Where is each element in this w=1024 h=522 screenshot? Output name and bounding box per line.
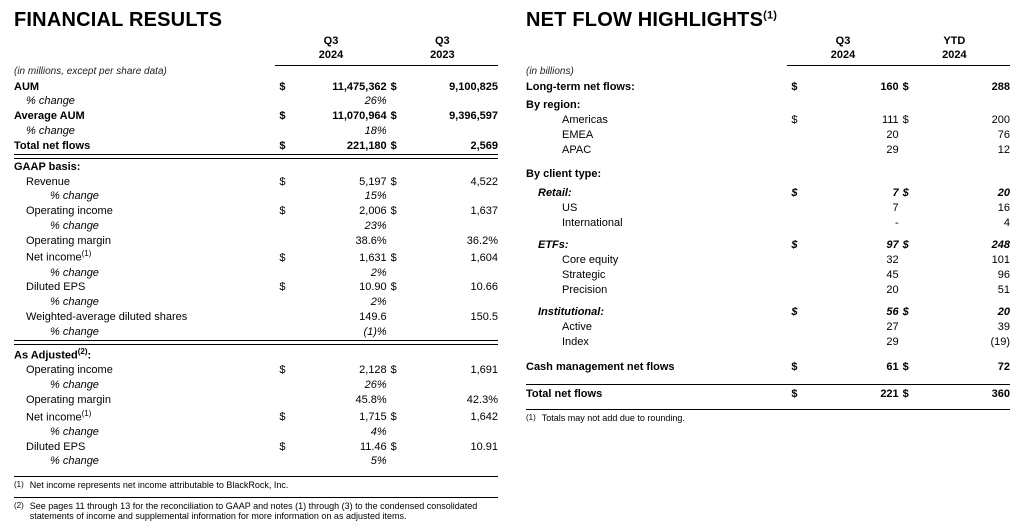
- row-label: % change: [14, 219, 275, 234]
- row-label: Diluted EPS: [14, 281, 275, 296]
- subhead: (in millions, except per share data): [14, 65, 275, 80]
- row-label: % change: [14, 124, 275, 139]
- client-heading: By client type:: [526, 168, 787, 183]
- gaap-heading: GAAP basis:: [14, 158, 275, 175]
- row-label: % change: [14, 95, 275, 110]
- net-flow-table: Q32024 YTD2024 (in billions) Long-term n…: [526, 35, 1010, 403]
- row-label: % change: [14, 266, 275, 281]
- row-label: Operating income: [14, 364, 275, 379]
- row-label: % change: [14, 455, 275, 470]
- subhead: (in billions): [526, 65, 787, 80]
- row-label: International: [526, 216, 787, 231]
- row-label: Operating income: [14, 205, 275, 220]
- row-label: Total net flows: [14, 139, 275, 154]
- footnote: (1)Totals may not add due to rounding.: [526, 409, 1010, 424]
- row-label: APAC: [526, 143, 787, 158]
- row-label: Revenue: [14, 175, 275, 190]
- row-label: % change: [14, 296, 275, 311]
- net-flow-panel: NET FLOW HIGHLIGHTS(1) Q32024 YTD2024 (i…: [526, 8, 1010, 522]
- row-label: % change: [14, 379, 275, 394]
- region-heading: By region:: [526, 99, 787, 114]
- row-label: Retail:: [526, 187, 787, 202]
- row-label: AUM: [14, 80, 275, 95]
- row-label: % change: [14, 425, 275, 440]
- row-label: Diluted EPS: [14, 440, 275, 455]
- row-label: Index: [526, 335, 787, 350]
- financial-results-table: Q32024 Q32023 (in millions, except per s…: [14, 35, 498, 470]
- adjusted-heading: As Adjusted(2):: [14, 344, 275, 363]
- row-label: Operating margin: [14, 234, 275, 249]
- net-flow-title: NET FLOW HIGHLIGHTS(1): [526, 8, 1010, 33]
- row-label: Operating margin: [14, 393, 275, 408]
- footnote: (2)See pages 11 through 13 for the recon…: [14, 497, 498, 522]
- row-label: EMEA: [526, 128, 787, 143]
- row-label: US: [526, 201, 787, 216]
- total-label: Total net flows: [526, 385, 787, 403]
- row-label: Active: [526, 321, 787, 336]
- cash-label: Cash management net flows: [526, 360, 787, 375]
- row-label: Precision: [526, 283, 787, 298]
- row-label: ETFs:: [526, 239, 787, 254]
- row-label: Institutional:: [526, 306, 787, 321]
- row-label: Average AUM: [14, 110, 275, 125]
- ltf-label: Long-term net flows:: [526, 80, 787, 95]
- financial-results-title: FINANCIAL RESULTS: [14, 8, 498, 33]
- financial-results-panel: FINANCIAL RESULTS Q32024 Q32023 (in mill…: [14, 8, 498, 522]
- row-label: Americas: [526, 114, 787, 129]
- footnote: (1)Net income represents net income attr…: [14, 476, 498, 491]
- row-label: Weighted-average diluted shares: [14, 310, 275, 325]
- row-label: % change: [14, 325, 275, 340]
- row-label: Net income(1): [14, 249, 275, 266]
- row-label: Core equity: [526, 254, 787, 269]
- row-label: % change: [14, 190, 275, 205]
- row-label: Strategic: [526, 268, 787, 283]
- row-label: Net income(1): [14, 408, 275, 425]
